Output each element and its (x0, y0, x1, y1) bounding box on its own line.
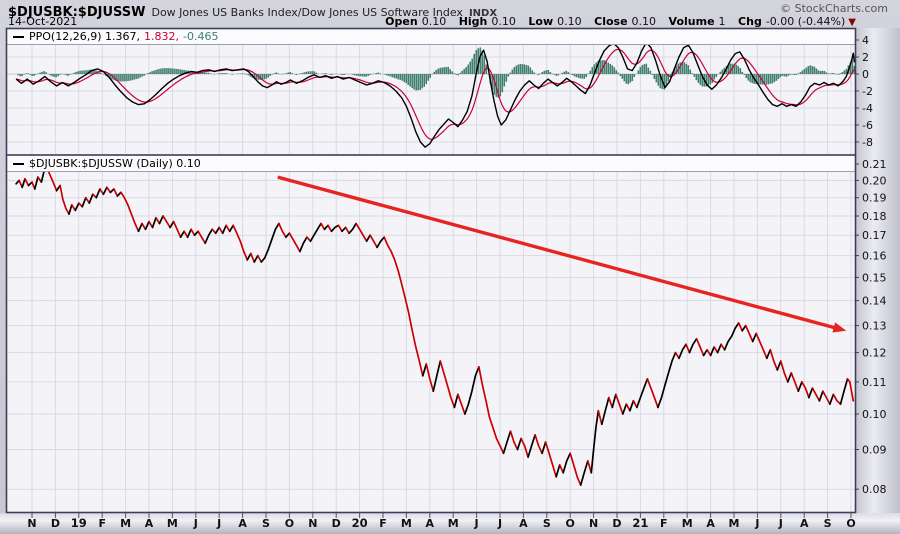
panel-frame (5, 27, 857, 514)
svg-text:J: J (754, 517, 759, 530)
value-gridlines (7, 39, 859, 490)
low-label: Low (528, 15, 554, 28)
svg-text:-8: -8 (862, 136, 873, 149)
volume-label: Volume (668, 15, 715, 28)
svg-text:0.16: 0.16 (862, 250, 887, 263)
svg-text:0.19: 0.19 (862, 192, 887, 205)
svg-text:F: F (98, 517, 106, 530)
y-axis-labels: 4 2 0 -2 -4 -6 -8 0.21 0.20 0.19 0.18 0.17 0.16 0.15 0… (862, 34, 887, 496)
svg-text:F: F (379, 517, 387, 530)
chg-value: -0.00 (-0.44%) (765, 15, 846, 28)
svg-text:0.12: 0.12 (862, 347, 887, 360)
price-line (15, 166, 855, 486)
svg-text:O: O (566, 517, 575, 530)
svg-text:M: M (729, 517, 740, 530)
svg-text:D: D (612, 517, 621, 530)
trendline-arrow (277, 175, 847, 333)
svg-text:4: 4 (862, 34, 869, 47)
ppo-histogram (17, 47, 856, 98)
chg-down-triangle-icon: ▼ (848, 17, 856, 28)
svg-text:O: O (285, 517, 294, 530)
svg-text:-2: -2 (862, 85, 873, 98)
ppo-legend-values: PPO(12,26,9) 1.367, (29, 30, 140, 43)
svg-text:19: 19 (71, 516, 87, 530)
svg-text:-4: -4 (862, 102, 873, 115)
svg-text:J: J (778, 517, 783, 530)
price-series-dash-icon (13, 163, 24, 165)
svg-text:O: O (846, 517, 855, 530)
svg-text:M: M (120, 517, 131, 530)
svg-text:S: S (543, 517, 551, 530)
svg-text:D: D (332, 517, 341, 530)
ppo-series-dash-icon (13, 36, 24, 38)
ppo-line (15, 41, 856, 148)
chg-label: Chg (738, 15, 762, 28)
month-labels: N D 19 F M A M J J A S O N D 20 F M A M J J A S O N D 21 F M A M J J A S O (27, 516, 855, 530)
svg-text:M: M (167, 517, 178, 530)
svg-text:0.15: 0.15 (862, 271, 887, 284)
svg-text:J: J (193, 517, 198, 530)
svg-text:S: S (824, 517, 832, 530)
header-title-row: $DJUSBK:$DJUSSW Dow Jones US Banks Index/… (8, 1, 497, 20)
svg-text:-6: -6 (862, 119, 873, 132)
svg-text:N: N (27, 517, 36, 530)
svg-text:F: F (660, 517, 668, 530)
quote-summary-row: Open 0.10 High 0.10 Low 0.10 Close 0.10 Volu… (385, 15, 856, 28)
ppo-histogram-value: -0.465 (182, 30, 219, 43)
svg-text:0.11: 0.11 (862, 376, 887, 389)
low-value: 0.10 (557, 15, 582, 28)
svg-text:A: A (426, 517, 435, 530)
close-value: 0.10 (631, 15, 657, 28)
svg-text:21: 21 (632, 516, 648, 530)
svg-text:M: M (448, 517, 459, 530)
svg-text:20: 20 (352, 516, 368, 530)
svg-text:M: M (401, 517, 412, 530)
svg-text:A: A (145, 517, 154, 530)
svg-text:A: A (706, 517, 715, 530)
svg-text:D: D (51, 517, 60, 530)
svg-text:M: M (682, 517, 693, 530)
svg-text:0.17: 0.17 (862, 229, 887, 242)
exchange-label: INDX (468, 8, 498, 19)
close-label: Close (594, 15, 628, 28)
open-label: Open (385, 15, 418, 28)
svg-text:N: N (308, 517, 317, 530)
date-label: 14-Oct-2021 (8, 15, 78, 28)
high-label: High (458, 15, 488, 28)
svg-text:0.10: 0.10 (862, 408, 887, 421)
copyright-label: © StockCharts.com (780, 2, 888, 15)
svg-text:0.18: 0.18 (862, 210, 887, 223)
symbol-description: Dow Jones US Banks Index/Dow Jones US So… (151, 6, 463, 19)
high-value: 0.10 (491, 15, 516, 28)
svg-text:0.09: 0.09 (862, 444, 887, 457)
svg-text:0.21: 0.21 (862, 158, 887, 171)
svg-text:S: S (262, 517, 270, 530)
ppo-signal-line (16, 48, 855, 140)
svg-text:J: J (497, 517, 502, 530)
bottom-axis-strip (0, 513, 900, 534)
volume-value: 1 (718, 15, 726, 28)
svg-text:A: A (238, 517, 247, 530)
svg-text:J: J (216, 517, 221, 530)
ppo-legend: PPO(12,26,9) 1.367, 1.832, -0.465 (13, 30, 218, 43)
svg-text:0.13: 0.13 (862, 320, 887, 333)
svg-text:0.20: 0.20 (862, 174, 887, 187)
svg-text:A: A (800, 517, 809, 530)
price-legend-text: $DJUSBK:$DJUSSW (Daily) 0.10 (29, 157, 201, 170)
svg-text:0: 0 (862, 68, 869, 81)
right-axis-strip (856, 28, 900, 513)
svg-text:0.08: 0.08 (862, 483, 887, 496)
svg-text:A: A (519, 517, 528, 530)
svg-text:N: N (589, 517, 598, 530)
ppo-signal-value: 1.832, (143, 30, 179, 43)
price-legend: $DJUSBK:$DJUSSW (Daily) 0.10 (13, 157, 201, 170)
svg-text:J: J (474, 517, 479, 530)
symbol-title: $DJUSBK:$DJUSSW (8, 5, 146, 20)
svg-text:2: 2 (862, 51, 869, 64)
svg-text:0.14: 0.14 (862, 295, 887, 308)
open-value: 0.10 (421, 15, 447, 28)
